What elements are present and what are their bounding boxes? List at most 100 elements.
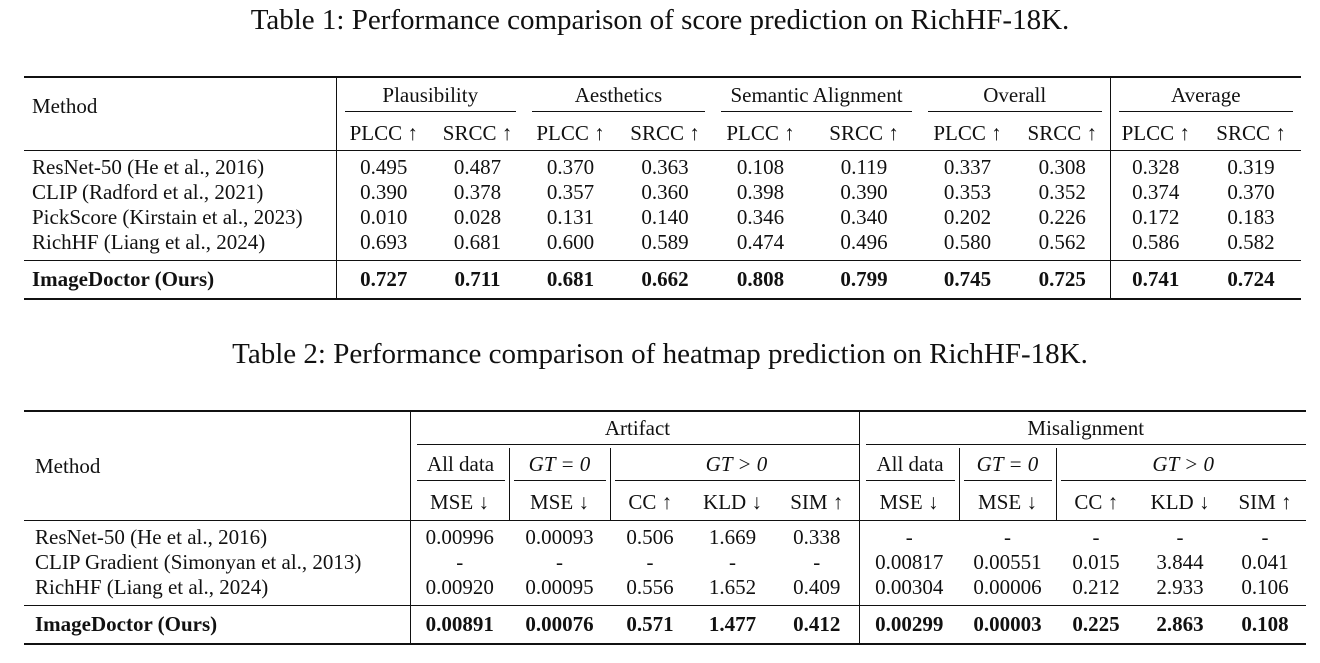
table2-subgroup-header-row: All data GT = 0 GT > 0 All data GT = 0 G… <box>24 448 1306 484</box>
method-cell: ResNet-50 (He et al., 2016) <box>32 155 265 179</box>
table2-metric-header: MSE ↓ <box>409 484 509 521</box>
table-row: RichHF (Liang et al., 2024) 0.00920 0.00… <box>24 575 1306 606</box>
value-cell: 0.00891 <box>409 605 509 644</box>
value-cell: 0.010 <box>335 205 431 230</box>
table1-group-header: Aesthetics <box>524 77 713 116</box>
table2-metric-header: SIM ↑ <box>790 489 844 514</box>
value-cell: 0.600 <box>546 230 595 254</box>
table1-method-header: Method <box>32 94 98 118</box>
table2-subgroup-header: GT = 0 <box>508 448 610 484</box>
value-cell: 0.681 <box>546 267 595 291</box>
value-cell: 0.319 <box>1227 155 1275 179</box>
value-cell: - <box>646 550 654 574</box>
value-cell: 0.308 <box>1038 155 1086 179</box>
value-cell: 0.725 <box>1038 267 1086 291</box>
value-cell: 0.338 <box>793 525 841 549</box>
value-cell: 0.363 <box>641 155 689 179</box>
table-row: CLIP Gradient (Simonyan et al., 2013) - … <box>24 550 1306 575</box>
value-cell: 0.119 <box>840 155 888 179</box>
value-cell: 0.108 <box>736 155 785 179</box>
table1-metric-header: SRCC ↑ <box>630 120 700 145</box>
value-cell: 0.00920 <box>409 575 509 606</box>
table1-metric-header: SRCC ↑ <box>442 120 513 145</box>
value-cell: 0.580 <box>943 230 992 254</box>
value-cell: - <box>729 550 736 574</box>
table1-group-header: Semantic Alignment <box>713 77 920 116</box>
table1-metric-header: PLCC ↑ <box>335 116 431 151</box>
method-cell: CLIP Gradient (Simonyan et al., 2013) <box>35 550 362 574</box>
value-cell: 0.378 <box>453 180 502 204</box>
value-cell: - <box>556 550 563 574</box>
value-cell: 0.799 <box>840 267 888 291</box>
value-cell: 0.582 <box>1227 230 1275 254</box>
value-cell: 0.00996 <box>409 520 509 550</box>
table2-group-header: Artifact <box>409 411 859 448</box>
value-cell: 0.340 <box>840 205 888 229</box>
table1-group-header-row: Method Plausibility Aesthetics Semantic … <box>24 77 1301 118</box>
table1-caption: Table 1: Performance comparison of score… <box>250 4 1070 36</box>
value-cell: 0.140 <box>641 205 689 229</box>
value-cell: 0.00551 <box>973 550 1042 574</box>
value-cell: - <box>1004 525 1011 549</box>
value-cell: 0.106 <box>1241 575 1289 599</box>
value-cell: 0.346 <box>736 205 785 229</box>
value-cell: 0.352 <box>1038 180 1086 204</box>
value-cell: 0.00095 <box>525 575 594 599</box>
value-cell: - <box>1261 525 1269 549</box>
value-cell: 0.360 <box>641 180 689 204</box>
table2-metric-header: MSE ↓ <box>958 484 1056 521</box>
value-cell: 0.556 <box>626 575 674 599</box>
value-cell: 0.172 <box>1109 205 1201 230</box>
value-cell: - <box>813 550 821 574</box>
value-cell: 1.669 <box>708 525 757 549</box>
value-cell: 0.028 <box>453 205 502 229</box>
value-cell: - <box>1176 525 1184 549</box>
table2-metric-header: MSE ↓ <box>508 484 610 521</box>
table2-method-header: Method <box>35 453 101 478</box>
value-cell: 0.562 <box>1038 230 1086 254</box>
method-cell: ImageDoctor (Ours) <box>32 267 215 291</box>
value-cell: 0.681 <box>453 230 502 254</box>
value-cell: 0.374 <box>1109 180 1201 205</box>
value-cell: 0.727 <box>335 260 431 299</box>
table1-group-header: Overall <box>920 77 1110 116</box>
value-cell: 0.390 <box>335 180 431 205</box>
value-cell: 2.863 <box>1156 612 1204 636</box>
value-cell: - <box>409 550 509 575</box>
table2-metric-header: CC ↑ <box>1055 484 1136 521</box>
value-cell: 0.00003 <box>973 612 1042 636</box>
method-cell: ResNet-50 (He et al., 2016) <box>35 525 268 549</box>
value-cell: 0.00817 <box>858 550 959 575</box>
table2-subgroup-header: GT > 0 <box>1055 448 1306 484</box>
value-cell: 0.662 <box>641 267 689 291</box>
table1-metric-header: PLCC ↑ <box>933 120 1002 145</box>
method-cell: RichHF (Liang et al., 2024) <box>35 575 269 599</box>
value-cell: 0.015 <box>1072 550 1120 574</box>
table1-metric-header-row: PLCC ↑ SRCC ↑ PLCC ↑ SRCC ↑ PLCC ↑ SRCC … <box>24 116 1301 151</box>
value-cell: 0.506 <box>626 525 674 549</box>
value-cell: 0.337 <box>943 155 992 179</box>
table1-metric-header: PLCC ↑ <box>536 120 605 145</box>
table-row: RichHF (Liang et al., 2024) 0.693 0.681 … <box>24 230 1301 261</box>
value-cell: 0.711 <box>454 267 501 291</box>
table1-metric-header: SRCC ↑ <box>829 120 899 145</box>
table2-subgroup-header: GT = 0 <box>958 448 1056 484</box>
table1-metric-header: PLCC ↑ <box>726 120 795 145</box>
value-cell: 2.933 <box>1156 575 1204 599</box>
table-row: ResNet-50 (He et al., 2016) 0.00996 0.00… <box>24 520 1306 550</box>
value-cell: 0.00304 <box>858 575 959 606</box>
table-row-ours: ImageDoctor (Ours) 0.727 0.711 0.681 0.6… <box>24 260 1301 299</box>
table2-metric-header: MSE ↓ <box>858 484 959 521</box>
value-cell: 0.496 <box>840 230 888 254</box>
table1-metric-header: PLCC ↑ <box>1109 116 1201 151</box>
value-cell: 0.474 <box>736 230 785 254</box>
table1-metric-header: SRCC ↑ <box>1216 120 1286 145</box>
heatmap-prediction-table: Method Artifact Misalignment All data GT… <box>24 410 1306 645</box>
value-cell: 0.212 <box>1072 575 1120 599</box>
table-row: ResNet-50 (He et al., 2016) 0.495 0.487 … <box>24 150 1301 180</box>
value-cell: 0.398 <box>736 180 785 204</box>
method-cell: ImageDoctor (Ours) <box>35 612 218 636</box>
table2-caption: Table 2: Performance comparison of heatm… <box>232 338 1088 370</box>
table2-metric-header: CC ↑ <box>609 484 690 521</box>
method-cell: RichHF (Liang et al., 2024) <box>32 230 266 254</box>
